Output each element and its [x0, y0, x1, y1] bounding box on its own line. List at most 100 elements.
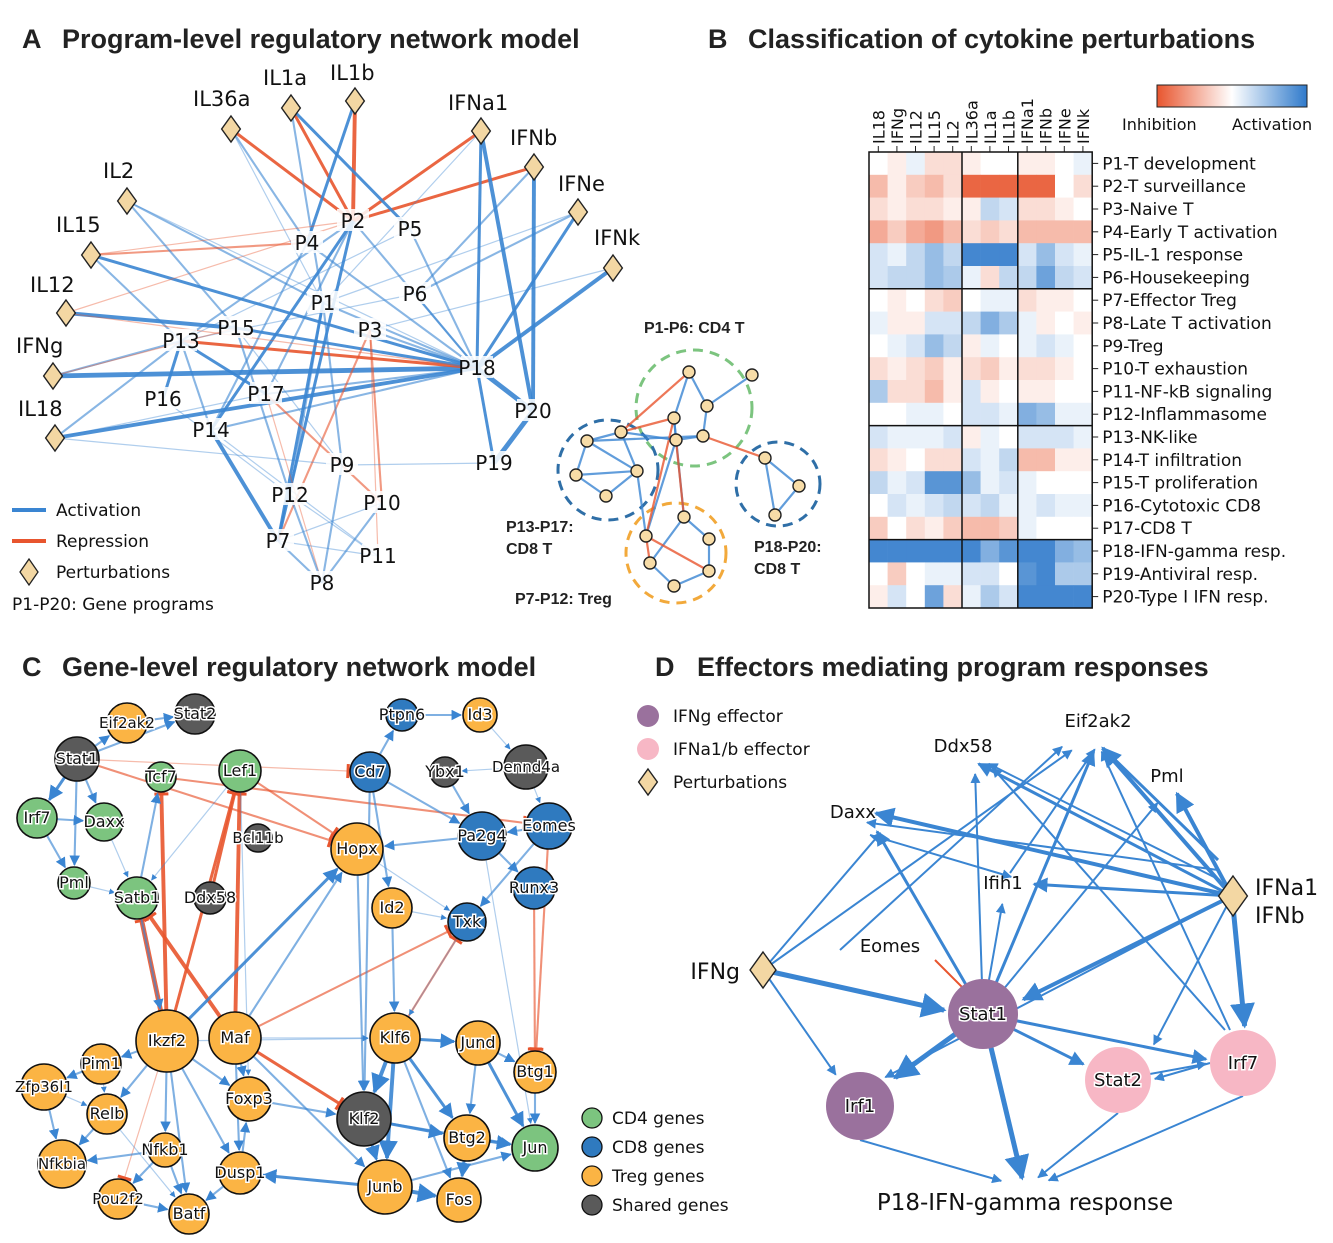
gene-label-Jund: Jund	[459, 1033, 495, 1052]
label-IFNg: IFNg	[690, 960, 740, 985]
heatmap-cell	[1055, 174, 1074, 198]
column-label-IL2: IL2	[944, 120, 963, 144]
perturbation-label-IFNk: IFNk	[594, 226, 641, 250]
gene-node-Id2	[371, 887, 413, 929]
gene-edge-Maf-Hopx	[234, 871, 343, 1039]
gene-node-Klf2	[336, 1091, 392, 1147]
heatmap-cell	[1036, 425, 1056, 449]
heatmap-cell	[906, 174, 926, 198]
heatmap-cell	[924, 516, 944, 540]
heatmap-cell	[1055, 288, 1074, 312]
mini-edge	[763, 457, 777, 516]
heatmap-cell	[1017, 288, 1037, 312]
heatmap-cell	[1017, 311, 1037, 335]
gene-label-Runx3: Runx3	[509, 878, 559, 897]
gene-node-Ddx58	[193, 881, 227, 915]
perturbation-IL18	[44, 423, 66, 453]
heatmap-cell	[869, 516, 888, 540]
edge-P1-P9	[321, 302, 344, 466]
gene-label-Ddx58: Ddx58	[184, 888, 236, 907]
row-label-17: P17-CD8 T	[1102, 519, 1192, 539]
heatmap-cell	[999, 357, 1019, 381]
edge-P3-P11	[369, 329, 379, 557]
heatmap-cell	[980, 585, 1000, 609]
heatmap-cell	[1055, 334, 1074, 358]
gene-label-Relb: Relb	[90, 1104, 125, 1123]
heatmap-column-labels: IL18 IFNg IL12 IL15 IL2 IL36a IL1a IL1b IFNa1 IFN…	[869, 98, 1093, 152]
gene-node-Pml	[57, 866, 91, 900]
edge-IFNg-P18	[52, 365, 478, 379]
effector-label-Stat1: Stat1	[959, 1004, 1007, 1025]
mini-edge	[620, 416, 675, 434]
program-label-P17: P17	[247, 382, 285, 406]
repression-bar	[449, 934, 463, 945]
legend-repression-label: Repression	[56, 532, 149, 552]
gene-node-Ptpn6	[385, 698, 419, 732]
heatmap-cell	[1017, 471, 1037, 495]
edge-IL15-P18	[90, 253, 478, 370]
heatmap-cell	[943, 197, 963, 221]
gene-node-Junb	[357, 1159, 413, 1215]
mini-node	[682, 365, 696, 379]
program-label-P3: P3	[358, 318, 383, 342]
gene-edge-Maf-Junb	[234, 1037, 366, 1168]
gene-label-Bcl11b: Bcl11b	[232, 829, 283, 847]
edge-P14-P18	[210, 366, 478, 432]
gene-label-Pml: Pml	[59, 873, 89, 892]
program-bg-P10	[366, 491, 398, 513]
heatmap-cell	[906, 243, 926, 267]
heatmap-cell	[869, 174, 888, 198]
heatmap-cell	[1036, 311, 1056, 335]
gene-node-Runx3	[512, 866, 556, 910]
colorbar-low-label: Inhibition	[1122, 115, 1197, 134]
edge-IL1b-P2	[351, 100, 357, 222]
gene-label-Klf2: Klf2	[349, 1109, 380, 1128]
effector-edge	[1047, 1095, 1244, 1182]
heatmap-cell	[924, 266, 944, 290]
mini-node	[758, 451, 772, 465]
edge-IL36a-P4	[230, 128, 308, 244]
heatmap-cell	[999, 152, 1019, 176]
effector-edge	[762, 967, 947, 1018]
legend-ifna-label: IFNa1/b effector	[673, 740, 810, 760]
heatmap-cell	[869, 266, 888, 290]
heatmap-cell	[1055, 220, 1074, 244]
gene-node-Bcl11b	[243, 823, 273, 853]
edge-P19-P9	[341, 462, 495, 466]
legend-dot-cd4	[581, 1107, 603, 1129]
heatmap-cell	[1055, 152, 1074, 176]
perturbation-label-IFNb: IFNb	[510, 126, 557, 150]
heatmap-cell	[962, 402, 981, 426]
gene-node-Eomes	[525, 802, 573, 850]
mini-edge	[575, 469, 638, 477]
mini-edge	[620, 430, 677, 442]
perturbation-label-IL15: IL15	[56, 213, 101, 237]
effector-edge	[839, 745, 1063, 951]
edge-P1-P12	[288, 302, 325, 496]
mini-node	[643, 556, 657, 570]
row-label-3: P3-Naive T	[1102, 200, 1194, 220]
heatmap-cell	[924, 288, 944, 312]
gene-edge-Maf-Lef1	[233, 793, 242, 1039]
heatmap-cell	[1073, 266, 1093, 290]
heatmap-cell	[869, 197, 888, 221]
perturbation-IL12	[55, 298, 77, 328]
heatmap-cell	[1017, 448, 1037, 472]
heatmap-cell	[906, 152, 926, 176]
perturbation-label-IL2: IL2	[103, 159, 134, 183]
gene-node-Ikzf2	[135, 1009, 199, 1073]
heatmap-cell	[924, 152, 944, 176]
gene-label-Nfkb1: Nfkb1	[141, 1140, 188, 1159]
program-label-P10: P10	[363, 491, 401, 515]
effector-node-Stat2	[1085, 1047, 1151, 1113]
effector-edge	[762, 969, 837, 1076]
gene-node-Klf6	[369, 1012, 421, 1064]
edge-P15-P9	[235, 327, 343, 466]
effector-edge	[865, 818, 1219, 871]
gene-edge-Stat1-Hopx	[76, 758, 331, 842]
gene-node-Dusp1	[218, 1151, 262, 1195]
gene-node-Zfp36l1	[20, 1063, 68, 1111]
gene-label-Zfp36l1: Zfp36l1	[15, 1078, 73, 1096]
heatmap-cell	[1017, 425, 1037, 449]
gene-node-Daxx	[84, 802, 124, 842]
